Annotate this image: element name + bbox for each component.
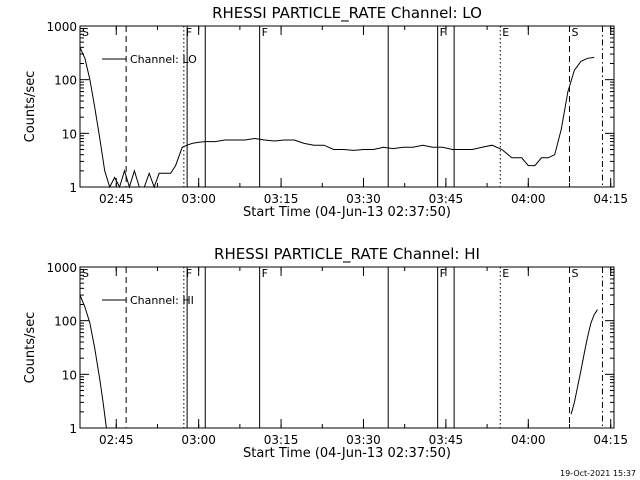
series-line: [570, 309, 598, 415]
legend-label: Channel: LO: [130, 53, 197, 66]
x-tick-label: 04:15: [593, 192, 628, 206]
x-tick-label: 03:30: [346, 192, 381, 206]
x-tick-label: 02:45: [99, 433, 134, 447]
series-line: [79, 47, 595, 189]
x-tick-label: 03:45: [429, 433, 464, 447]
y-tick-label: 10: [62, 368, 77, 382]
y-axis-label: Counts/sec: [23, 312, 38, 384]
x-axis-label: Start Time (04-Jun-13 02:37:50): [243, 205, 451, 220]
time-marker-label: S: [82, 267, 89, 280]
legend-label: Channel: HI: [130, 294, 194, 307]
time-marker-label: E: [502, 26, 509, 39]
time-marker-label: E: [502, 267, 509, 280]
chart-title: RHESSI PARTICLE_RATE Channel: LO: [212, 4, 482, 23]
x-tick-label: 03:00: [181, 192, 216, 206]
y-axis-label: Counts/sec: [23, 71, 38, 143]
time-marker-label: F: [186, 26, 192, 39]
series-line: [79, 294, 107, 429]
time-marker-label: S: [82, 26, 89, 39]
time-marker-label: S: [572, 267, 579, 280]
time-marker-label: F: [262, 26, 268, 39]
y-tick-label: 1: [69, 422, 77, 436]
plot-frame: [79, 25, 615, 188]
x-axis-label: Start Time (04-Jun-13 02:37:50): [243, 446, 451, 461]
y-tick-label: 100: [54, 74, 77, 88]
x-tick-label: 04:15: [593, 433, 628, 447]
x-tick-label: 04:00: [511, 192, 546, 206]
y-tick-label: 1000: [46, 20, 77, 34]
time-marker-label: F: [440, 26, 446, 39]
chart-title: RHESSI PARTICLE_RATE Channel: HI: [214, 245, 480, 264]
footer-timestamp: 19-Oct-2021 15:37: [560, 469, 636, 478]
time-marker-label: F: [440, 267, 446, 280]
y-tick-label: 1000: [46, 261, 77, 275]
y-tick-label: 100: [54, 315, 77, 329]
x-tick-label: 02:45: [99, 192, 134, 206]
y-tick-label: 10: [62, 127, 77, 141]
time-marker-label: F: [186, 267, 192, 280]
x-tick-label: 03:45: [429, 192, 464, 206]
y-tick-label: 1: [69, 181, 77, 195]
x-tick-label: 03:00: [181, 433, 216, 447]
x-tick-label: 03:15: [264, 192, 299, 206]
x-tick-label: 03:15: [264, 433, 299, 447]
x-tick-label: 03:30: [346, 433, 381, 447]
time-marker-label: F: [262, 267, 268, 280]
plot-frame: [79, 266, 615, 429]
time-marker-label: S: [572, 26, 579, 39]
x-tick-label: 04:00: [511, 433, 546, 447]
